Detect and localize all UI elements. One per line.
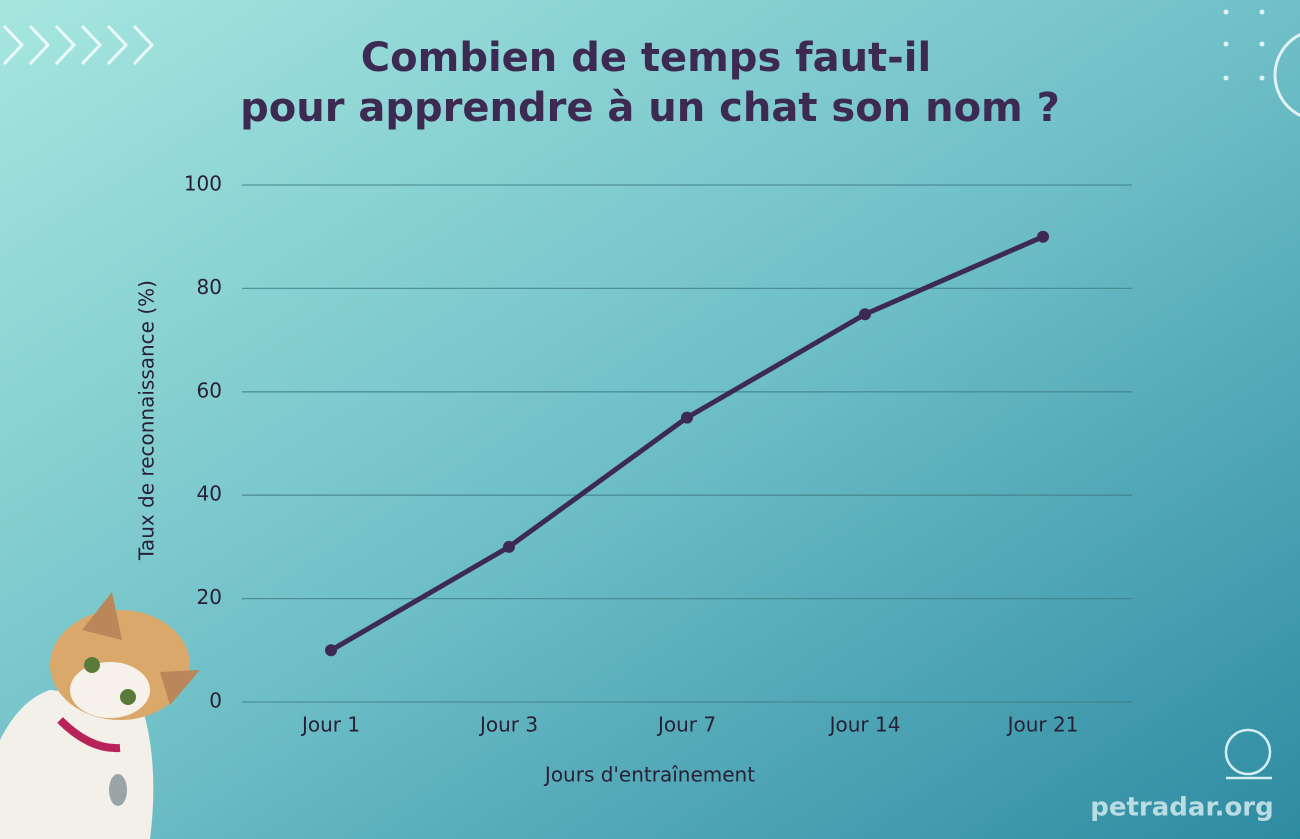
y-tick-label: 80 xyxy=(197,275,222,299)
x-axis-label: Jours d'entraînement xyxy=(543,763,755,787)
y-tick-label: 40 xyxy=(197,482,222,506)
y-tick-label: 60 xyxy=(197,378,222,402)
chevrons xyxy=(2,24,155,66)
y-tick-label: 20 xyxy=(197,585,222,609)
chart-title: pour apprendre à un chat son nom ? xyxy=(240,85,1060,131)
dots xyxy=(1223,9,1265,81)
data-point xyxy=(681,411,693,424)
x-tick-label: Jour 3 xyxy=(478,713,538,737)
data-point xyxy=(859,308,871,321)
y-tick-label: 100 xyxy=(184,172,222,196)
x-tick-label: Jour 7 xyxy=(656,713,716,737)
x-tick-label: Jour 21 xyxy=(1006,713,1079,737)
data-point xyxy=(1037,230,1049,243)
y-axis-label: Taux de reconnaissance (%) xyxy=(135,280,159,561)
deco-ring xyxy=(1273,33,1300,117)
x-tick-label: Jour 1 xyxy=(300,713,360,737)
site-name: petradar.org xyxy=(1090,793,1274,823)
data-point xyxy=(325,644,337,657)
logo xyxy=(1224,728,1272,780)
cat xyxy=(0,592,200,839)
x-tick-label: Jour 14 xyxy=(828,713,901,737)
chart-title: Combien de temps faut-il xyxy=(361,35,931,81)
data-point xyxy=(503,540,515,553)
y-tick-label: 0 xyxy=(209,689,222,713)
